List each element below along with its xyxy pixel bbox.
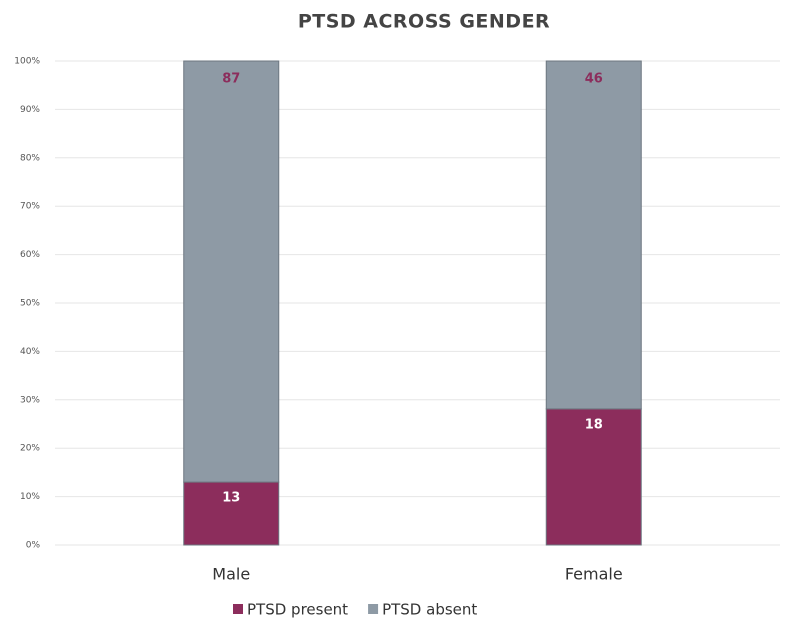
data-label: 18 [585, 417, 603, 432]
bar-segment [545, 408, 642, 546]
data-label: 87 [222, 72, 240, 87]
y-tick-label: 50% [20, 299, 40, 309]
y-tick-label: 10% [20, 492, 40, 502]
chart-title: PTSD ACROSS GENDER [298, 11, 550, 33]
bar-segment [183, 60, 280, 483]
y-tick-label: 70% [20, 202, 40, 212]
y-tick-label: 80% [20, 153, 40, 163]
y-tick-label: 0% [26, 541, 41, 551]
bar-segment [545, 60, 642, 410]
legend-label: PTSD present [247, 601, 348, 619]
bar-segment [183, 481, 280, 546]
legend-swatch [368, 604, 379, 614]
y-tick-label: 100% [14, 57, 40, 67]
x-tick-label: Female [565, 565, 623, 584]
y-tick-label: 60% [20, 250, 40, 260]
y-tick-label: 40% [20, 347, 40, 357]
data-label: 13 [222, 491, 240, 506]
x-tick-label: Male [212, 565, 250, 584]
legend-label: PTSD absent [382, 601, 477, 619]
legend-swatch [233, 604, 243, 614]
y-tick-label: 20% [20, 444, 40, 454]
data-label: 46 [585, 72, 603, 87]
y-tick-label: 30% [20, 395, 40, 405]
y-tick-label: 90% [20, 105, 40, 115]
